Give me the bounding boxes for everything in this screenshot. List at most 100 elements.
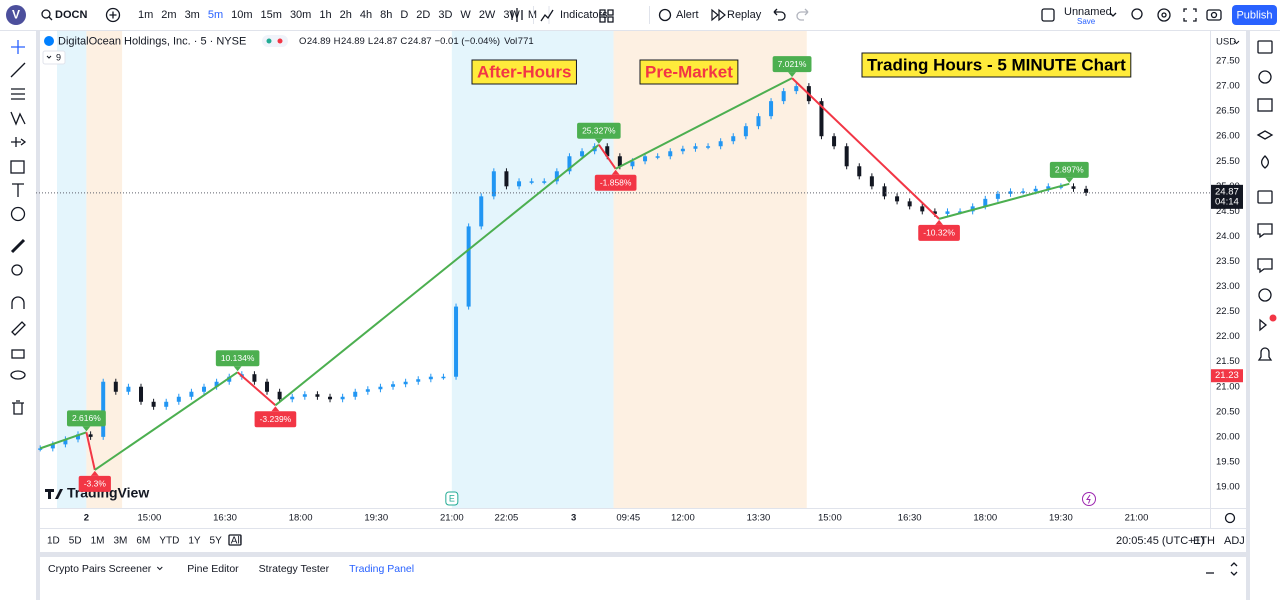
interval-button[interactable]: 2h bbox=[340, 9, 352, 21]
indicators-button[interactable]: Indicators bbox=[560, 9, 608, 21]
watchlist-icon[interactable] bbox=[1257, 40, 1273, 54]
candle-body bbox=[932, 211, 937, 214]
candle-body bbox=[995, 193, 1000, 199]
date-range-icon[interactable] bbox=[228, 534, 242, 546]
chats-icon[interactable] bbox=[1257, 258, 1273, 274]
news-icon[interactable] bbox=[1257, 98, 1273, 112]
zigzag-segment bbox=[94, 371, 239, 471]
event-marker[interactable] bbox=[445, 491, 459, 506]
interval-button[interactable]: 5m bbox=[208, 9, 223, 21]
zoom-tool[interactable] bbox=[11, 264, 23, 276]
ideas-icon[interactable] bbox=[1257, 223, 1273, 239]
alert-button[interactable]: Alert bbox=[676, 9, 699, 21]
hotlist-icon[interactable] bbox=[1260, 155, 1270, 169]
candle-body bbox=[542, 181, 547, 183]
range-button[interactable]: 1M bbox=[91, 536, 105, 547]
interval-button[interactable]: 15m bbox=[261, 9, 282, 21]
panel-tab[interactable]: Trading Panel bbox=[349, 563, 414, 575]
interval-button[interactable]: 8h bbox=[380, 9, 392, 21]
quick-search[interactable] bbox=[1131, 8, 1143, 20]
alerts-icon[interactable] bbox=[1258, 70, 1272, 84]
interval-button[interactable]: 1m bbox=[138, 9, 153, 21]
range-button[interactable]: All bbox=[231, 536, 242, 547]
candle-body bbox=[1008, 191, 1013, 194]
prediction-tool[interactable] bbox=[11, 137, 27, 147]
layers-icon[interactable] bbox=[1256, 130, 1274, 140]
notifications-icon[interactable] bbox=[1259, 318, 1268, 332]
range-button[interactable]: 5Y bbox=[210, 536, 223, 547]
interval-button[interactable]: 2m bbox=[161, 9, 176, 21]
interval-button[interactable]: M bbox=[528, 9, 537, 21]
x-tick-label: 12:00 bbox=[671, 513, 695, 524]
lock-tool[interactable] bbox=[11, 349, 25, 359]
crosshair-tool[interactable] bbox=[11, 40, 25, 54]
interval-button[interactable]: 3m bbox=[185, 9, 200, 21]
interval-button[interactable]: 1h bbox=[319, 9, 331, 21]
interval-button[interactable]: 2W bbox=[479, 9, 496, 21]
undo[interactable] bbox=[773, 8, 786, 21]
adjust-toggle[interactable]: ADJ bbox=[1224, 535, 1245, 547]
hide-tool[interactable] bbox=[10, 370, 26, 380]
calendar-icon[interactable] bbox=[1257, 190, 1273, 204]
add-symbol[interactable] bbox=[105, 7, 121, 23]
currency[interactable]: USD bbox=[1216, 37, 1236, 48]
icons-tool[interactable] bbox=[10, 206, 26, 222]
ohlc-label: L bbox=[368, 36, 373, 47]
save-status: Save bbox=[1077, 17, 1096, 26]
replay-button[interactable]: Replay bbox=[727, 9, 762, 21]
chart-type-icon[interactable] bbox=[511, 8, 523, 22]
panel-tab[interactable]: Crypto Pairs Screener bbox=[48, 563, 152, 575]
symbol[interactable]: DOCN bbox=[55, 9, 87, 21]
range-button[interactable]: 5D bbox=[69, 536, 82, 547]
interval-button[interactable]: D bbox=[400, 9, 408, 21]
indicator-toggle[interactable] bbox=[42, 50, 66, 65]
text-tool[interactable] bbox=[12, 183, 24, 197]
range-button[interactable]: 1Y bbox=[188, 536, 201, 547]
interval-button[interactable]: 4h bbox=[360, 9, 372, 21]
candle-body bbox=[189, 391, 194, 397]
range-button[interactable]: 6M bbox=[136, 536, 150, 547]
trendline-tool[interactable] bbox=[10, 62, 26, 78]
magnet-tool[interactable] bbox=[11, 296, 25, 309]
x-tick-label: 18:00 bbox=[973, 513, 997, 524]
candle-body bbox=[554, 171, 559, 182]
session-toggle[interactable]: ETH bbox=[1193, 535, 1215, 547]
redo[interactable] bbox=[796, 8, 809, 21]
x-tick-label: 15:00 bbox=[138, 513, 162, 524]
measure-tool[interactable] bbox=[10, 238, 26, 254]
x-tick-label: 22:05 bbox=[495, 513, 519, 524]
price-marker-box bbox=[1211, 369, 1243, 383]
snapshot[interactable] bbox=[1206, 9, 1222, 21]
pattern-tool[interactable] bbox=[10, 111, 26, 126]
axis-settings[interactable] bbox=[1224, 512, 1236, 524]
interval-button[interactable]: 3D bbox=[438, 9, 452, 21]
range-button[interactable]: YTD bbox=[159, 536, 179, 547]
streams-icon[interactable] bbox=[1258, 288, 1272, 302]
panel-maximize[interactable] bbox=[1230, 562, 1238, 576]
candle-body bbox=[176, 396, 181, 402]
layouts-icon[interactable] bbox=[599, 9, 614, 23]
interval-button[interactable]: 30m bbox=[290, 9, 311, 21]
settings[interactable] bbox=[1157, 8, 1171, 22]
help-icon[interactable] bbox=[1257, 347, 1273, 361]
fib-tool[interactable] bbox=[11, 88, 25, 100]
range-button[interactable]: 1D bbox=[47, 536, 60, 547]
layout-name[interactable]: Unnamed bbox=[1064, 6, 1112, 18]
draw-mode-tool[interactable] bbox=[11, 321, 26, 336]
fullscreen[interactable] bbox=[1183, 8, 1197, 22]
panel-tab[interactable]: Strategy Tester bbox=[259, 563, 330, 575]
interval-button[interactable]: 10m bbox=[231, 9, 252, 21]
range-button[interactable]: 3M bbox=[114, 536, 128, 547]
layout-checkbox[interactable] bbox=[1041, 8, 1055, 22]
delete-tool[interactable] bbox=[12, 400, 24, 415]
search-icon[interactable] bbox=[41, 9, 51, 19]
publish-button[interactable] bbox=[1232, 5, 1277, 25]
candle-body bbox=[655, 156, 660, 158]
interval-button[interactable]: 2D bbox=[416, 9, 430, 21]
symbol-logo bbox=[44, 36, 54, 46]
interval-button[interactable]: W bbox=[460, 9, 471, 21]
avatar[interactable] bbox=[6, 5, 26, 25]
shapes-tool[interactable] bbox=[10, 160, 25, 174]
layout-menu[interactable] bbox=[1109, 12, 1117, 17]
panel-tab[interactable]: Pine Editor bbox=[187, 563, 239, 575]
